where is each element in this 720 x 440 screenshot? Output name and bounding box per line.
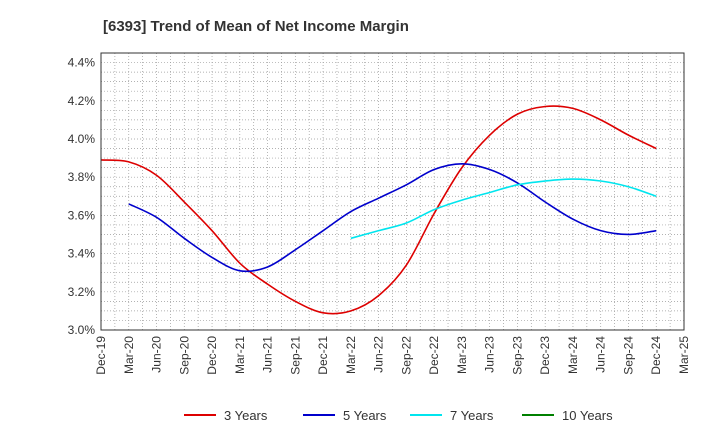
series-line-5-years (128, 162, 657, 273)
x-tick-label: Jun-24 (594, 336, 608, 373)
x-tick-label: Mar-21 (233, 336, 247, 374)
legend-label: 10 Years (562, 408, 613, 423)
legend-label: 7 Years (450, 408, 494, 423)
x-tick-label: Mar-25 (677, 336, 691, 374)
y-tick-label: 4.4% (68, 56, 96, 70)
series-lines (100, 105, 657, 315)
legend-label: 5 Years (343, 408, 387, 423)
y-tick-label: 4.2% (68, 94, 96, 108)
x-tick-label: Jun-23 (483, 336, 497, 373)
y-tick-label: 3.2% (68, 285, 96, 299)
x-tick-label: Jun-21 (261, 336, 275, 373)
x-tick-label: Dec-22 (427, 336, 441, 375)
plot-border (100, 52, 685, 331)
x-tick-label: Sep-24 (621, 336, 635, 375)
y-tick-label: 3.4% (68, 247, 96, 261)
x-tick-label: Dec-21 (316, 336, 330, 375)
legend: 3 Years 5 Years 7 Years 10 Years (184, 408, 613, 423)
x-tick-label: Sep-22 (399, 336, 413, 375)
x-tick-label: Dec-19 (94, 336, 108, 375)
x-tick-label: Mar-20 (122, 336, 136, 374)
x-tick-label: Mar-24 (566, 336, 580, 374)
chart-title: [6393] Trend of Mean of Net Income Margi… (103, 18, 409, 35)
x-tick-label: Mar-23 (455, 336, 469, 374)
series-line-7-years (350, 178, 657, 240)
x-tick-label: Mar-22 (344, 336, 358, 374)
y-tick-label: 3.6% (68, 208, 96, 222)
x-tick-label: Dec-24 (649, 336, 663, 375)
x-tick-label: Sep-21 (288, 336, 302, 375)
x-tick-label: Sep-23 (510, 336, 524, 375)
x-tick-label: Dec-23 (538, 336, 552, 375)
legend-label: 3 Years (224, 408, 268, 423)
x-tick-label: Jun-20 (150, 336, 164, 373)
y-tick-label: 4.0% (68, 132, 96, 146)
x-tick-label: Dec-20 (205, 336, 219, 375)
x-tick-label: Jun-22 (372, 336, 386, 373)
x-axis-labels: Dec-19 Mar-20 Jun-20 Sep-20 Dec-20 Mar-21 Jun-… (94, 336, 691, 375)
series-line-3-years (100, 105, 657, 315)
x-tick-label: Sep-20 (177, 336, 191, 375)
y-tick-label: 3.8% (68, 170, 96, 184)
y-axis-labels: 3.0% 3.2% 3.4% 3.6% 3.8% 4.0% 4.2% 4.4% (68, 56, 96, 337)
y-tick-label: 3.0% (68, 323, 96, 337)
